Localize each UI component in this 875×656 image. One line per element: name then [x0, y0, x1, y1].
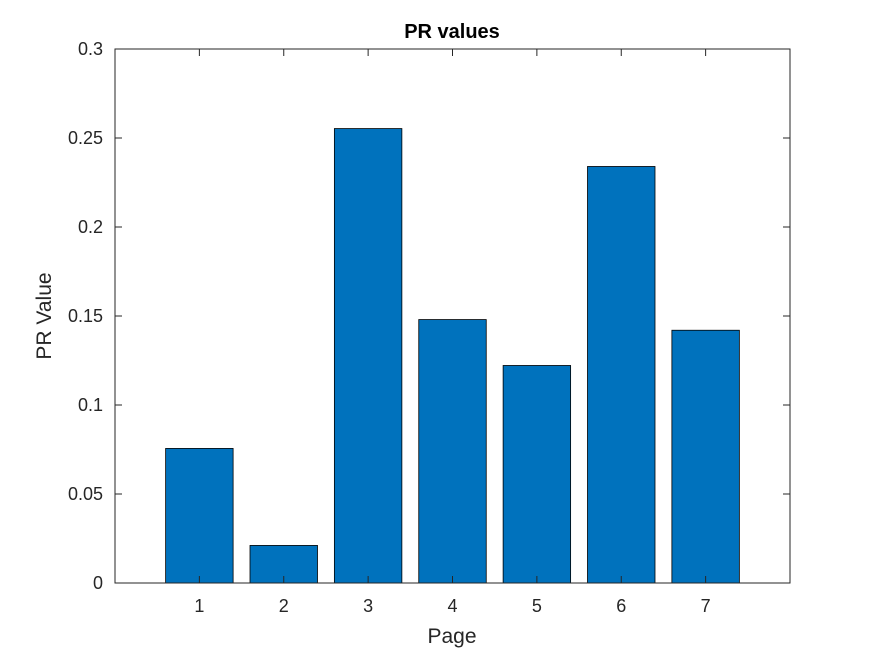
x-tick-label: 3 [363, 596, 373, 616]
plot-area: 1 2 3 4 5 6 7 0 0.05 0.1 0.15 0.2 0.25 0.3 [68, 39, 791, 616]
x-tick-label: 7 [701, 596, 711, 616]
chart-title: PR values [404, 21, 500, 43]
x-tick-label: 1 [194, 596, 204, 616]
y-axis-title: PR Value [33, 272, 56, 359]
y-tick-label: 0 [93, 573, 103, 593]
x-tick-label: 5 [532, 596, 542, 616]
x-tick-label: 2 [279, 596, 289, 616]
x-tick-label: 6 [616, 596, 626, 616]
bar-page-5 [502, 365, 572, 584]
x-axis-title: Page [427, 625, 476, 648]
bar-page-7 [671, 329, 740, 584]
y-tick-label: 0.3 [78, 39, 103, 59]
y-tick-label: 0.2 [78, 217, 103, 237]
y-tick-label: 0.05 [68, 484, 103, 504]
bar-page-4 [418, 319, 487, 584]
y-tick-label: 0.25 [68, 128, 103, 148]
bar-page-6 [587, 166, 656, 584]
bar-page-3 [333, 128, 403, 584]
y-tick-label: 0.1 [78, 395, 103, 415]
y-tick-label: 0.15 [68, 306, 103, 326]
bar-page-1 [165, 448, 234, 584]
x-tick-label: 4 [447, 596, 457, 616]
